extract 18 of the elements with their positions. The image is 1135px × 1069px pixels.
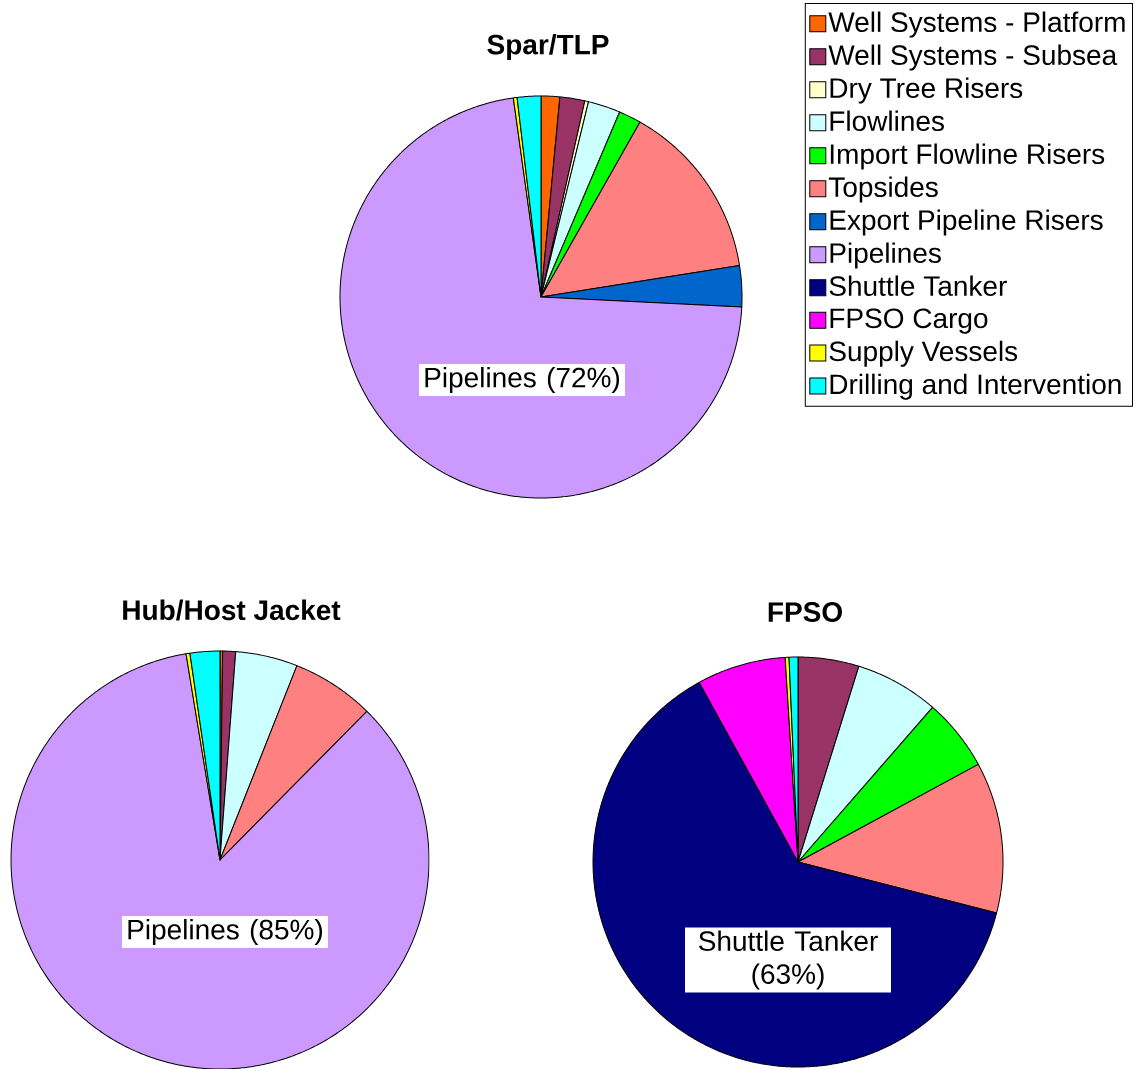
legend-label: Shuttle Tanker <box>829 275 1007 296</box>
legend-label: Topsides <box>828 176 938 203</box>
legend-label: Flowlines <box>830 110 944 132</box>
chart-title: Hub/Host Jacket <box>123 599 341 621</box>
legend-label: Export Pipeline Risers <box>830 209 1103 236</box>
legend-label: Drilling and Intervention <box>830 373 1121 400</box>
text: Spar/TLP <box>487 33 609 61</box>
legend-label: Well Systems - Subsea <box>828 44 1118 71</box>
legend-label: Pipelines <box>830 242 941 269</box>
legend-label: Import Flowline Risers <box>830 143 1105 170</box>
chart-title: FPSO <box>768 602 842 622</box>
data-label: Pipelines (72%) <box>425 366 620 394</box>
data-label: Shuttle Tanker (63%) <box>699 930 878 990</box>
legend-label: Dry Tree Risers <box>830 77 1023 104</box>
legend-label: FPSO Cargo <box>830 308 988 334</box>
legend-label: Supply Vessels <box>829 340 1018 367</box>
data-label: Pipelines (85%) <box>128 918 323 946</box>
legend-label: Well Systems - Platform <box>828 11 1125 38</box>
